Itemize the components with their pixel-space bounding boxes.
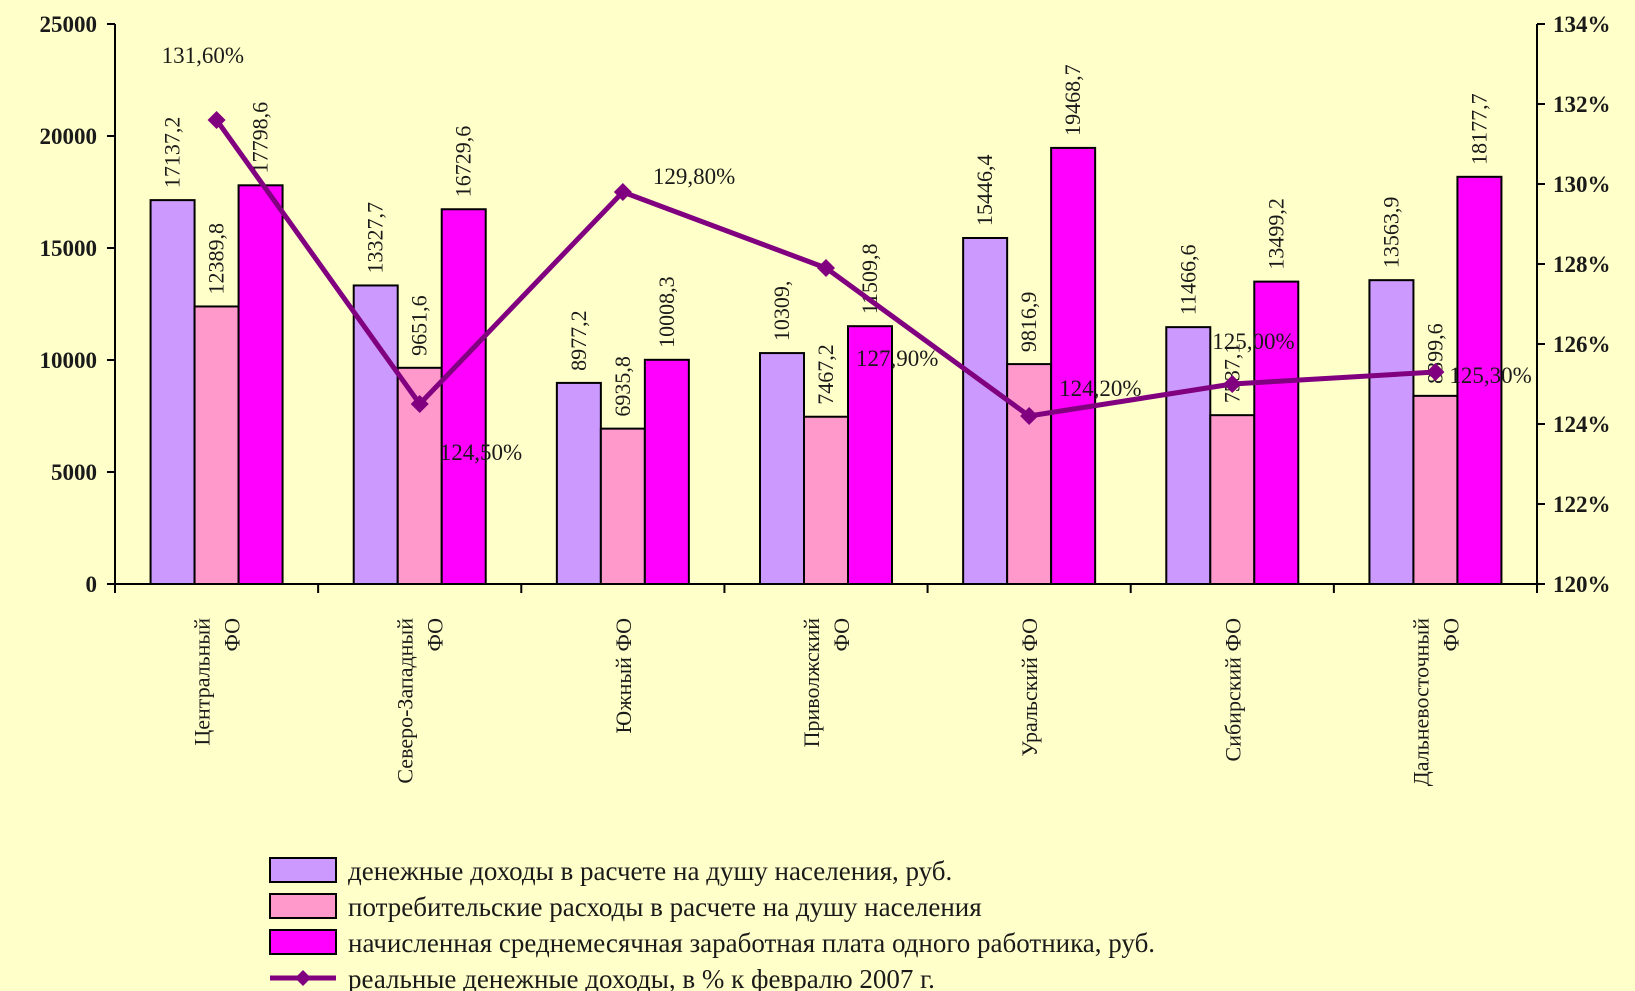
x-category-label-line: Дальневосточный (1408, 618, 1433, 786)
x-category-label-line: ФО (1438, 618, 1463, 652)
bar-data-label: 13327,7 (363, 202, 388, 274)
x-category-label-line: Центральный (190, 618, 215, 746)
bar-data-label: 11466,6 (1175, 244, 1200, 315)
x-category-label: Уральский ФО (1017, 618, 1042, 757)
bar (803, 415, 849, 585)
x-category-label-line: Северо-Западный (393, 618, 418, 784)
bar (1006, 363, 1053, 585)
bar (1253, 280, 1300, 585)
bar-data-label: 7467,2 (813, 344, 838, 405)
line-data-label: 129,80% (653, 164, 735, 189)
bar (759, 352, 805, 585)
bar (352, 284, 399, 585)
bar (1368, 279, 1415, 585)
legend-swatch (269, 893, 337, 919)
y2-tick-label: 120% (1553, 572, 1611, 597)
line-data-label: 124,50% (440, 440, 522, 465)
x-category-label-line: Сибирский ФО (1220, 618, 1245, 761)
line-data-label: 127,90% (856, 346, 938, 371)
line-data-label: 131,60% (162, 43, 244, 68)
bar-data-label: 9816,9 (1016, 292, 1041, 353)
bar-data-label: 9651,6 (407, 295, 432, 356)
x-category-label: Южный ФО (611, 618, 636, 733)
y-tick-label: 25000 (40, 12, 98, 37)
bar-data-label: 17137,2 (160, 117, 185, 189)
y2-tick-label: 134% (1553, 12, 1611, 37)
x-category-label-line: Южный ФО (611, 618, 636, 733)
y2-tick-label: 130% (1553, 172, 1611, 197)
legend-swatch (269, 929, 337, 955)
legend-line-marker (295, 970, 311, 986)
line-point (207, 111, 226, 129)
bar-data-label: 13499,2 (1263, 198, 1288, 270)
y2-tick-label: 132% (1553, 92, 1611, 117)
bar-data-label: 8977,2 (566, 310, 591, 371)
y-tick-label: 20000 (40, 124, 98, 149)
x-category-label-line: ФО (220, 618, 245, 652)
legend-swatch (269, 857, 337, 883)
y2-tick-label: 128% (1553, 252, 1611, 277)
bar (555, 381, 602, 585)
line-point (1020, 407, 1039, 425)
y-tick-label: 0 (86, 572, 98, 597)
bar-data-label: 18177,7 (1466, 93, 1491, 165)
bar (149, 199, 196, 586)
legend-label: денежные доходы в расчете на душу населе… (348, 856, 952, 886)
x-category-label: Северо-Западный ФО (393, 618, 448, 784)
bar-data-label: 6935,8 (610, 356, 635, 417)
bar-data-label: 16729,6 (451, 126, 476, 198)
line-point (1223, 375, 1242, 393)
line-data-label: 124,20% (1059, 376, 1141, 401)
x-category-label: Центральный ФО (190, 618, 245, 746)
y2-tick-label: 126% (1553, 332, 1611, 357)
bar-data-label: 7537,1 (1219, 343, 1244, 404)
y-tick-label: 15000 (40, 236, 98, 261)
y-tick-label: 10000 (40, 348, 98, 373)
bar-data-label: 10008,3 (654, 276, 679, 348)
x-category-label: Приволжский ФО (799, 618, 854, 748)
bar (962, 237, 1009, 585)
line-point (817, 259, 835, 277)
bar-data-label: 15446,4 (972, 155, 997, 226)
legend-label: потребительские расходы в расчете на душ… (348, 892, 982, 922)
line-point (613, 183, 632, 201)
bar (1050, 146, 1097, 585)
bar-data-label: 10309, (769, 281, 794, 342)
x-category-label: Сибирский ФО (1220, 618, 1245, 761)
x-category-label: Дальневосточный ФО (1408, 618, 1463, 786)
line-data-label: 125,30% (1449, 363, 1531, 388)
bar (193, 305, 240, 585)
line-point (1426, 363, 1445, 381)
x-category-label-line: ФО (829, 618, 854, 652)
line-data-label: 125,00% (1212, 329, 1294, 354)
bar (1165, 326, 1212, 585)
y2-tick-label: 124% (1553, 412, 1611, 437)
x-category-label-line: ФО (423, 618, 448, 652)
x-category-label-line: Приволжский (799, 618, 824, 748)
legend-label: начисленная среднемесячная заработная пл… (348, 928, 1155, 958)
line-point (410, 395, 429, 413)
bar (237, 184, 284, 585)
legend-label: реальные денежные доходы, в % к февралю … (348, 964, 935, 991)
x-category-label-line: Уральский ФО (1017, 618, 1042, 757)
bar (643, 358, 690, 585)
bar (847, 325, 893, 585)
bar (599, 427, 646, 586)
bar (440, 208, 487, 585)
bar-data-label: 12389,8 (204, 223, 229, 294)
y-tick-label: 5000 (51, 460, 97, 485)
bar (1412, 394, 1459, 586)
bar-data-label: 19468,7 (1060, 64, 1085, 136)
bar-data-label: 13563,9 (1378, 197, 1403, 269)
y2-tick-label: 122% (1553, 492, 1611, 517)
bar (1456, 175, 1503, 585)
bar (1209, 414, 1256, 585)
bar-data-label: 17798,6 (248, 102, 273, 174)
